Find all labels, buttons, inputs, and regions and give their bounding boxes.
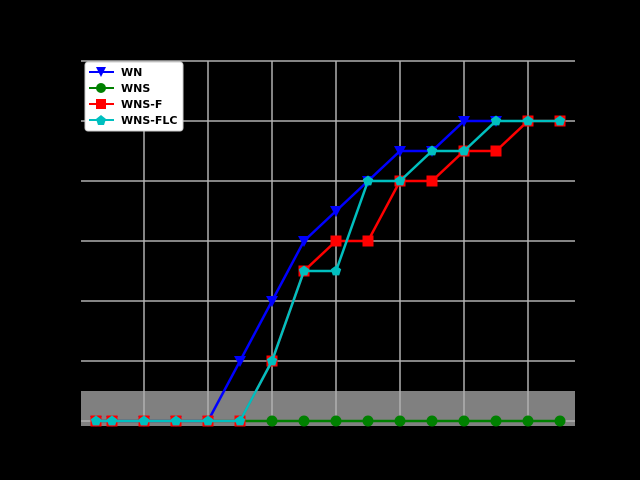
marker-square [330,235,342,247]
marker-pentagon [362,175,374,186]
marker-circle [394,415,406,427]
marker-pentagon [490,115,502,126]
marker-triangle-down [234,356,246,367]
marker-pentagon [522,115,534,126]
marker-pentagon [554,115,566,126]
marker-pentagon [234,415,246,426]
marker-pentagon [106,415,118,426]
square-icon [96,99,106,109]
legend-item-wn: WN [89,66,142,79]
legend-label: WNS-FLC [121,114,177,127]
legend: WN WNS WNS-F WNS-FLC [84,61,184,132]
marker-square [426,175,438,187]
marker-circle [298,415,310,427]
marker-triangle-down [298,236,310,247]
marker-circle [426,415,438,427]
marker-circle [330,415,342,427]
marker-circle [554,415,566,427]
marker-square [362,235,374,247]
triangle-down-icon [96,67,106,77]
legend-label: WNS-F [121,98,162,111]
legend-item-wns-f: WNS-F [89,98,162,111]
marker-pentagon [330,265,342,276]
legend-box [84,61,184,132]
marker-pentagon [426,145,438,156]
marker-circle [362,415,374,427]
marker-square [490,145,502,157]
marker-circle [266,415,278,427]
marker-pentagon [202,415,214,426]
pentagon-icon [96,115,106,125]
marker-pentagon [394,175,406,186]
marker-pentagon [458,145,470,156]
series-line-wns-flc [96,119,560,423]
marker-triangle-down [394,146,406,157]
marker-circle [490,415,502,427]
marker-circle [458,415,470,427]
marker-triangle-down [458,116,470,127]
marker-pentagon [298,265,310,276]
marker-pentagon [266,355,278,366]
marker-triangle-down [266,296,278,307]
legend-item-wns-flc: WNS-FLC [89,114,177,127]
marker-triangle-down [330,206,342,217]
circle-icon [96,83,106,93]
legend-item-wns: WNS [89,82,150,95]
marker-pentagon [138,415,150,426]
legend-label: WNS [121,82,150,95]
marker-circle [522,415,534,427]
marker-pentagon [170,415,182,426]
legend-label: WN [121,66,142,79]
marker-pentagon [90,415,102,426]
